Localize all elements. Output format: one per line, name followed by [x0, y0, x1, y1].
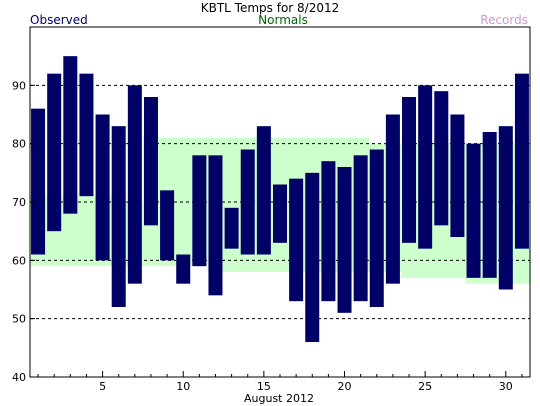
observed-bar [450, 114, 465, 237]
observed-bar [160, 190, 175, 261]
y-tick-label: 60 [12, 254, 26, 267]
observed-bar [256, 126, 271, 255]
x-tick-label: 25 [418, 380, 432, 393]
normal-range-band [78, 196, 96, 267]
observed-bar [418, 85, 433, 249]
y-tick-label: 70 [12, 196, 26, 209]
observed-bar [47, 73, 62, 232]
legend-records: Records [480, 13, 528, 27]
observed-bar [353, 155, 368, 302]
observed-bar [289, 178, 304, 302]
x-tick-label: 10 [176, 380, 190, 393]
y-tick-label: 90 [12, 79, 26, 92]
observed-bar [143, 97, 158, 226]
x-tick-label: 5 [99, 380, 106, 393]
y-tick-label: 80 [12, 138, 26, 151]
plot-area: 40 50 60 70 80 90 5 10 15 20 25 30 [12, 26, 531, 393]
legend-normals: Normals [258, 13, 308, 27]
observed-bar [192, 155, 207, 267]
observed-bar [224, 207, 239, 249]
observed-bar [240, 149, 255, 255]
chart-title: KBTL Temps for 8/2012 [201, 1, 340, 15]
observed-bar [466, 143, 481, 278]
observed-bar [111, 126, 126, 307]
observed-bar [402, 97, 417, 243]
observed-bar [369, 149, 384, 307]
observed-bar [514, 73, 529, 249]
legend-observed: Observed [30, 13, 88, 27]
normal-range-band [175, 137, 192, 267]
y-tick-label: 50 [12, 313, 26, 326]
x-tick-label: 15 [257, 380, 271, 393]
x-axis-label: August 2012 [244, 392, 314, 405]
observed-bar [127, 85, 142, 284]
observed-bar [305, 172, 320, 342]
observed-bar [79, 73, 94, 197]
observed-bar [176, 254, 191, 284]
x-tick-label: 30 [499, 380, 513, 393]
observed-bar [434, 91, 449, 226]
observed-bar [321, 161, 336, 302]
observed-bar [482, 132, 497, 278]
observed-bar [31, 108, 46, 255]
observed-bar [385, 114, 400, 284]
observed-bar [208, 155, 223, 296]
observed-bar [95, 114, 110, 261]
y-tick-label: 40 [12, 371, 26, 384]
observed-bar [498, 126, 513, 290]
observed-bar [337, 167, 352, 313]
observed-bar [63, 56, 78, 214]
x-tick-label: 20 [338, 380, 352, 393]
normal-range-band [223, 137, 241, 272]
observed-bar [273, 184, 287, 243]
